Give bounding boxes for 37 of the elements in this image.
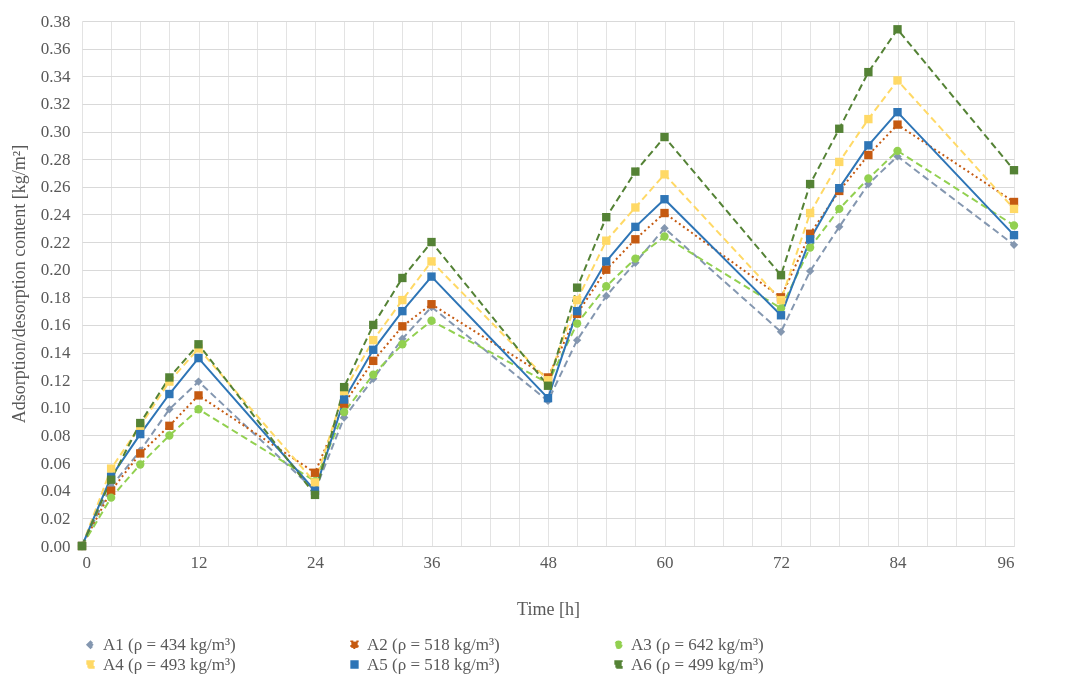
y-axis-title: Adsorption/desorption content [kg/m²] [8, 144, 29, 424]
y-tick-label: 0.16 [40, 315, 71, 335]
y-tick-label: 0.10 [40, 398, 71, 418]
y-tick-label: 0.30 [40, 122, 71, 142]
legend-label: A2 (ρ = 518 kg/m³) [367, 634, 500, 654]
y-tick-label: 0.00 [40, 536, 71, 556]
y-tick-label: 0.06 [40, 453, 71, 473]
y-tick-label: 0.20 [40, 260, 71, 280]
y-tick-label: 0.38 [40, 11, 71, 31]
y-tick-label: 0.02 [40, 508, 71, 528]
legend-label: A3 (ρ = 642 kg/m³) [631, 634, 764, 654]
y-tick-label: 0.12 [40, 370, 71, 390]
x-tick-label: 96 [997, 552, 1015, 572]
y-tick-label: 0.28 [40, 149, 71, 169]
y-tick-label: 0.22 [40, 232, 71, 252]
x-tick-label: 36 [423, 552, 441, 572]
x-tick-label: 84 [889, 552, 907, 572]
y-tick-label: 0.18 [40, 287, 71, 307]
y-tick-label: 0.04 [40, 481, 71, 501]
y-tick-label: 0.26 [40, 177, 71, 197]
x-tick-label: 24 [307, 552, 325, 572]
legend-label: A1 (ρ = 434 kg/m³) [103, 634, 236, 654]
x-axis-title: Time [h] [517, 598, 580, 619]
x-tick-label: 0 [82, 552, 91, 572]
y-tick-label: 0.24 [40, 204, 71, 224]
y-tick-label: 0.34 [40, 66, 71, 86]
x-tick-label: 48 [540, 552, 557, 572]
x-tick-label: 12 [190, 552, 208, 572]
legend-label: A5 (ρ = 518 kg/m³) [367, 654, 500, 674]
legend-label: A6 (ρ = 499 kg/m³) [631, 654, 764, 674]
x-tick-label: 60 [656, 552, 674, 572]
y-tick-label: 0.32 [40, 94, 71, 114]
y-tick-label: 0.36 [40, 39, 71, 59]
y-tick-label: 0.14 [40, 343, 71, 363]
x-tick-label: 72 [773, 552, 790, 572]
y-tick-label: 0.08 [40, 425, 71, 445]
legend-label: A4 (ρ = 493 kg/m³) [103, 654, 236, 674]
